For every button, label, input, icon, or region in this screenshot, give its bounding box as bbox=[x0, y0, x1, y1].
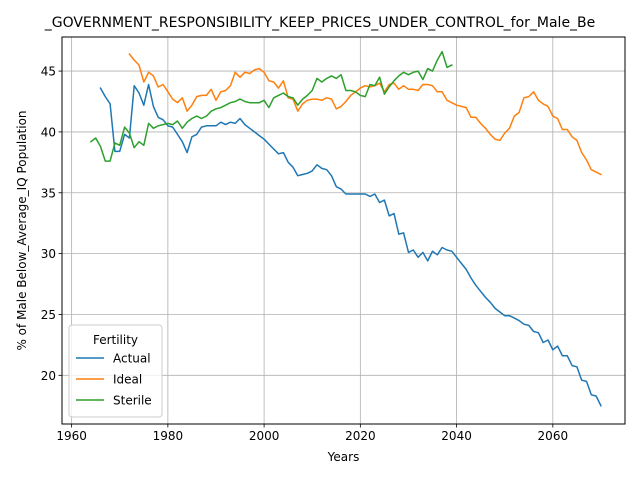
x-tick-label: 2000 bbox=[249, 429, 280, 443]
y-axis-label: % of Male Below_Average_IQ Population bbox=[15, 110, 29, 350]
series-line-ideal bbox=[128, 52, 602, 176]
legend-label-sterile: Sterile bbox=[113, 394, 152, 408]
chart-title: _GOVERNMENT_RESPONSIBILITY_KEEP_PRICES_U… bbox=[44, 15, 596, 31]
legend-box bbox=[68, 324, 163, 418]
x-tick-label: 1980 bbox=[153, 429, 184, 443]
plot-frame bbox=[61, 36, 626, 425]
x-axis-label: Years bbox=[327, 450, 360, 464]
legend-label-actual: Actual bbox=[113, 352, 151, 366]
y-tick-label: 30 bbox=[41, 247, 56, 261]
series-line-actual bbox=[99, 83, 602, 407]
series-lines bbox=[89, 50, 602, 407]
legend: Fertility Actual Ideal Sterile bbox=[68, 324, 163, 418]
y-tick-label: 40 bbox=[41, 125, 56, 139]
x-ticks: 1960 1980 2000 2020 2040 2060 bbox=[56, 424, 568, 443]
y-tick-label: 35 bbox=[41, 186, 56, 200]
x-tick-label: 2020 bbox=[345, 429, 376, 443]
legend-label-ideal: Ideal bbox=[113, 373, 142, 387]
y-tick-label: 25 bbox=[41, 308, 56, 322]
y-ticks: 20 25 30 35 40 45 bbox=[41, 65, 62, 383]
y-tick-label: 20 bbox=[41, 369, 56, 383]
y-tick-label: 45 bbox=[41, 65, 56, 79]
legend-title: Fertility bbox=[93, 333, 138, 347]
legend-entries: Actual Ideal Sterile bbox=[76, 352, 152, 408]
x-tick-label: 1960 bbox=[56, 429, 87, 443]
series-line-sterile bbox=[89, 50, 453, 162]
x-tick-label: 2040 bbox=[441, 429, 472, 443]
x-tick-label: 2060 bbox=[538, 429, 569, 443]
